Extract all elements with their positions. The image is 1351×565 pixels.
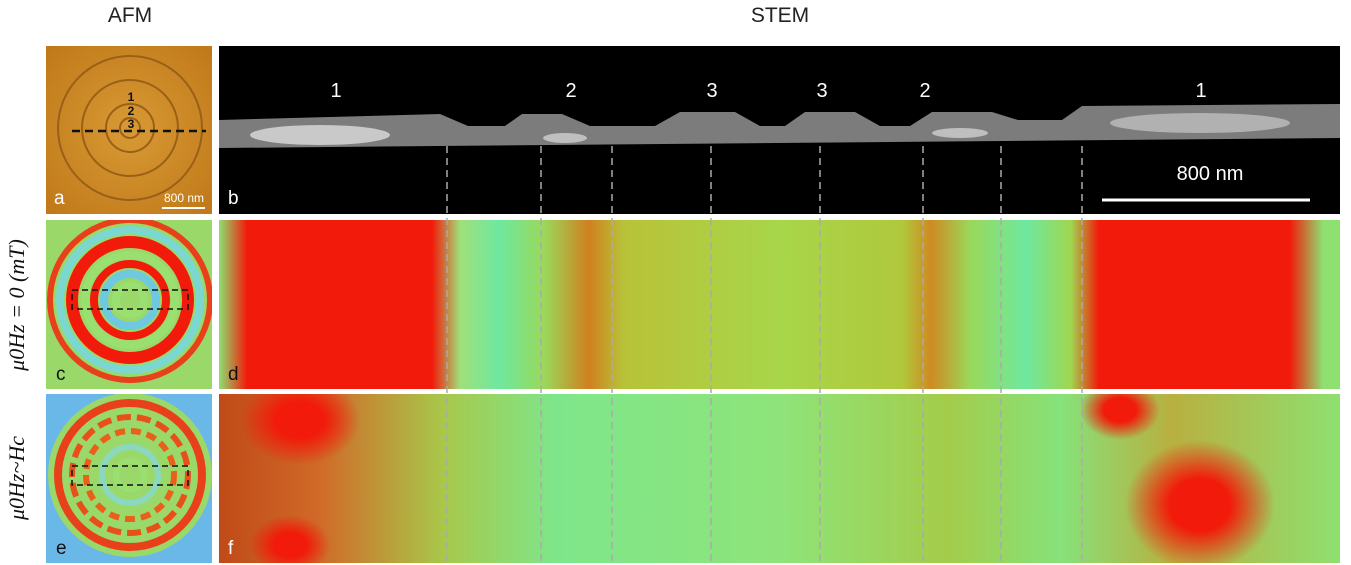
stem-header: STEM (751, 4, 809, 27)
ring-label: 3 (128, 117, 135, 131)
panel-label: e (56, 538, 67, 559)
scale-bar-label: 800 nm (1177, 163, 1244, 185)
panel-b: 1 2 3 3 2 1 800 nm b (219, 46, 1340, 214)
row-label: μ0Hz = 0 (mT) (4, 239, 29, 372)
region-label: 1 (330, 80, 341, 102)
panel-d: d (219, 220, 1340, 389)
panel-f: f (219, 394, 1340, 563)
afm-header: AFM (108, 4, 152, 27)
row-label: μ0Hz~Hc (4, 436, 29, 521)
guide-lines (446, 146, 1083, 563)
region-label: 2 (919, 80, 930, 102)
panel-label: a (54, 188, 65, 209)
ring-label: 1 (128, 90, 135, 104)
panel-c: c (46, 220, 212, 389)
region-label: 1 (1195, 80, 1206, 102)
panel-label: b (228, 188, 239, 209)
region-label: 3 (706, 80, 717, 102)
panel-e: e (46, 394, 212, 563)
panel-a: 1 2 3 800 nm a (46, 46, 212, 214)
panel-label: f (228, 538, 234, 559)
ring-label: 2 (128, 104, 135, 118)
panel-label: c (56, 364, 66, 385)
region-label: 2 (565, 80, 576, 102)
scale-bar-label: 800 nm (164, 191, 204, 205)
panel-label: d (228, 364, 239, 385)
region-label: 3 (816, 80, 827, 102)
